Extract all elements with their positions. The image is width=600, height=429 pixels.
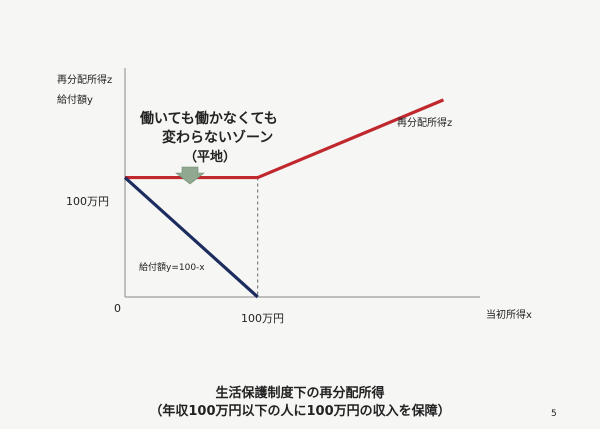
zone-annotation-line2: 変わらないゾーン [162, 130, 274, 146]
down-arrow-icon [175, 166, 205, 185]
series-label-benefit: 給付額y=100-x [139, 263, 205, 273]
y-tick-label: 100万円 [66, 195, 109, 208]
x-axis-label: 当初所得x [486, 310, 532, 321]
y-axis-label-redistributed: 再分配所得z [57, 75, 113, 86]
origin-label: 0 [114, 302, 121, 315]
y-axis-label-benefit: 給付額y [57, 95, 93, 106]
caption-title: 生活保護制度下の再分配所得 [215, 386, 385, 401]
page-number: 5 [551, 409, 557, 419]
benefit-line [123, 176, 259, 299]
zone-annotation-line1: 働いても働かなくても [140, 111, 278, 127]
zone-annotation-line3: （平地） [184, 150, 237, 165]
redistributed-income-line [125, 98, 445, 180]
caption-subtitle: （年収100万円以下の人に100万円の収入を保障） [149, 404, 451, 419]
series-label-redistributed-income: 再分配所得z [397, 118, 453, 129]
x-tick-label: 100万円 [241, 312, 284, 325]
